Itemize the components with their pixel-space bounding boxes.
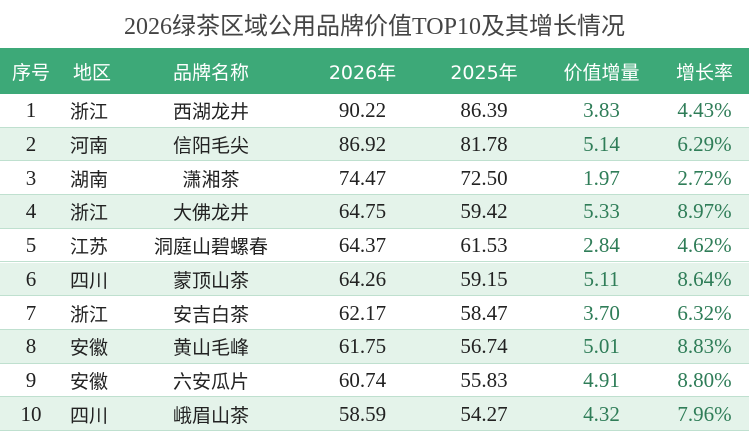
table-cell: 8	[25, 334, 37, 359]
header-cell: 2025年	[450, 61, 518, 84]
table-cell: 81.78	[460, 132, 508, 157]
table-cell: 9	[25, 367, 37, 392]
table-cell: 安吉白茶	[172, 303, 249, 326]
table-cell: 54.27	[460, 401, 508, 426]
table-cell: 5.33	[583, 199, 620, 224]
table-cell: 信阳毛尖	[172, 135, 249, 158]
table-cell: 4.62%	[677, 233, 732, 258]
table-cell: 10	[20, 401, 42, 426]
table-cell: 洞庭山碧螺春	[153, 236, 268, 259]
header-row	[0, 48, 749, 94]
table-cell: 4.32	[583, 401, 620, 426]
table-cell: 黄山毛峰	[172, 337, 249, 360]
table-cell: 峨眉山茶	[172, 404, 249, 427]
table-cell: 2	[25, 132, 37, 157]
title: 2026绿茶区域公用品牌价值TOP10及其增长情况	[124, 14, 625, 40]
table-cell: 3	[25, 165, 37, 190]
table-row	[0, 228, 749, 263]
table-cell: 西湖龙井	[172, 101, 249, 124]
header-cell: 价值增量	[563, 61, 640, 84]
table-cell: 四川	[70, 269, 109, 292]
table-row	[0, 161, 749, 196]
table-cell: 8.80%	[677, 367, 732, 392]
table-cell: 湖南	[70, 168, 109, 191]
table-row	[0, 94, 749, 128]
table-cell: 55.83	[460, 367, 508, 392]
header-cell: 品牌名称	[172, 61, 249, 84]
table-row	[0, 127, 749, 162]
table-row	[0, 363, 749, 398]
table-cell: 1.97	[583, 165, 620, 190]
table-cell: 64.75	[338, 199, 387, 224]
table-cell: 61.75	[338, 334, 387, 359]
table-cell: 6	[25, 266, 37, 291]
table-cell: 7.96%	[677, 401, 732, 426]
table-cell: 潇湘茶	[182, 168, 240, 191]
table-cell: 浙江	[70, 303, 109, 326]
table-cell: 5.14	[583, 132, 620, 157]
table-cell: 4	[25, 199, 37, 224]
table-cell: 3.70	[583, 300, 620, 325]
table-cell: 8.83%	[677, 334, 732, 359]
header-cell: 序号	[11, 61, 50, 84]
table-cell: 河南	[70, 135, 109, 158]
table-cell: 安徽	[70, 370, 109, 393]
table-cell: 90.22	[338, 98, 387, 123]
table-cell: 4.43%	[677, 98, 732, 123]
table-cell: 8.97%	[677, 199, 732, 224]
table-cell: 六安瓜片	[172, 370, 249, 393]
table-cell: 6.32%	[677, 300, 732, 325]
table-cell: 59.42	[460, 199, 508, 224]
table-cell: 四川	[70, 404, 109, 427]
table-cell: 59.15	[460, 266, 508, 291]
table-cell: 64.26	[338, 266, 387, 291]
table-cell: 56.74	[460, 334, 508, 359]
table-cell: 浙江	[70, 101, 109, 124]
table-cell: 5.01	[583, 334, 620, 359]
table-row	[0, 296, 749, 330]
table-cell: 大佛龙井	[172, 202, 249, 225]
table-cell: 62.17	[338, 300, 387, 325]
table-cell: 2.72%	[677, 165, 732, 190]
table-row	[0, 329, 749, 364]
table-cell: 72.50	[460, 165, 508, 190]
table-cell: 60.74	[338, 367, 387, 392]
table-cell: 2.84	[583, 233, 620, 258]
table-row	[0, 397, 749, 431]
table-cell: 1	[25, 98, 37, 123]
header-cell: 2026年	[328, 61, 397, 84]
table-cell: 74.47	[338, 165, 387, 190]
table-cell: 5.11	[583, 266, 620, 291]
table-cell: 61.53	[460, 233, 508, 258]
table-cell: 58.59	[338, 401, 387, 426]
table-cell: 86.39	[460, 98, 508, 123]
table-cell: 86.92	[338, 132, 387, 157]
table-cell: 7	[25, 300, 37, 325]
table-cell: 64.37	[338, 233, 387, 258]
table-cell: 安徽	[70, 337, 109, 360]
header-cell: 增长率	[675, 61, 733, 84]
table-cell: 8.64%	[677, 266, 732, 291]
table-row	[0, 262, 749, 297]
table-cell: 浙江	[70, 202, 109, 225]
table-cell: 6.29%	[677, 132, 732, 157]
table-row	[0, 195, 749, 229]
table-cell: 4.91	[583, 367, 620, 392]
table-cell: 蒙顶山茶	[172, 269, 249, 292]
table-cell: 5	[25, 233, 37, 258]
table-cell: 3.83	[583, 98, 620, 123]
table-cell: 58.47	[460, 300, 508, 325]
table-cell: 江苏	[70, 236, 109, 259]
header-cell: 地区	[72, 61, 111, 84]
